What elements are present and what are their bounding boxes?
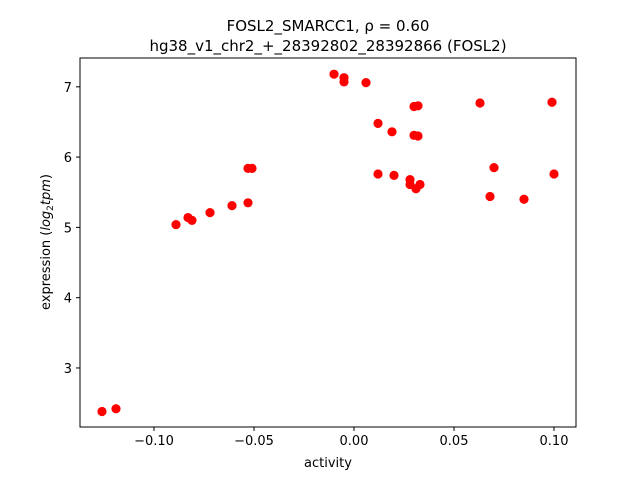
chart-title-line2: hg38_v1_chr2_+_28392802_28392866 (FOSL2) bbox=[149, 37, 506, 56]
data-point bbox=[489, 163, 499, 173]
x-tick-label: 0.05 bbox=[440, 434, 469, 449]
data-point bbox=[485, 191, 495, 202]
data-point bbox=[339, 77, 349, 87]
data-point bbox=[247, 163, 257, 173]
y-axis-label-prefix: expression ( bbox=[39, 231, 54, 310]
y-tick-label: 5 bbox=[64, 221, 72, 236]
data-point bbox=[415, 179, 425, 190]
plot-frame bbox=[79, 57, 577, 428]
data-point bbox=[111, 404, 121, 414]
chart-title-line1: FOSL2_SMARCC1, ρ = 0.60 bbox=[227, 17, 430, 36]
data-point bbox=[389, 170, 399, 180]
data-point bbox=[547, 97, 557, 107]
data-point bbox=[413, 101, 423, 111]
data-point bbox=[519, 194, 529, 204]
data-point bbox=[373, 169, 383, 179]
data-point bbox=[475, 98, 485, 108]
y-tick-label: 6 bbox=[64, 151, 72, 166]
y-axis-label-sub: 2 bbox=[46, 205, 56, 211]
data-point bbox=[205, 208, 215, 218]
x-axis-label: activity bbox=[304, 456, 352, 471]
y-axis-label-log: log bbox=[39, 211, 54, 231]
y-axis-label-suffix: ) bbox=[39, 174, 54, 179]
y-tick-label: 3 bbox=[64, 362, 72, 377]
data-point bbox=[171, 219, 181, 230]
x-tick-label: 0.10 bbox=[540, 434, 569, 449]
x-tick-label: −0.10 bbox=[134, 434, 174, 449]
y-axis-ticks: 3 4 5 6 7 bbox=[64, 81, 80, 377]
data-point bbox=[243, 198, 253, 208]
data-point bbox=[187, 215, 197, 225]
data-point bbox=[97, 406, 107, 417]
y-tick-label: 4 bbox=[64, 292, 72, 307]
data-points bbox=[97, 69, 559, 417]
x-tick-label: 0.00 bbox=[340, 434, 369, 449]
data-point bbox=[329, 69, 339, 79]
data-point bbox=[227, 201, 237, 211]
y-axis-label: expression (log2tpm) bbox=[39, 174, 56, 310]
y-axis-label-tpm: tpm bbox=[39, 179, 54, 205]
y-tick-label: 7 bbox=[64, 81, 72, 96]
x-tick-label: −0.05 bbox=[234, 434, 274, 449]
data-point bbox=[387, 127, 397, 137]
data-point bbox=[549, 169, 559, 179]
data-point bbox=[373, 118, 383, 128]
x-axis-ticks: −0.10 −0.05 0.00 0.05 0.10 bbox=[134, 427, 568, 449]
data-point bbox=[413, 131, 423, 141]
data-point bbox=[361, 78, 371, 88]
